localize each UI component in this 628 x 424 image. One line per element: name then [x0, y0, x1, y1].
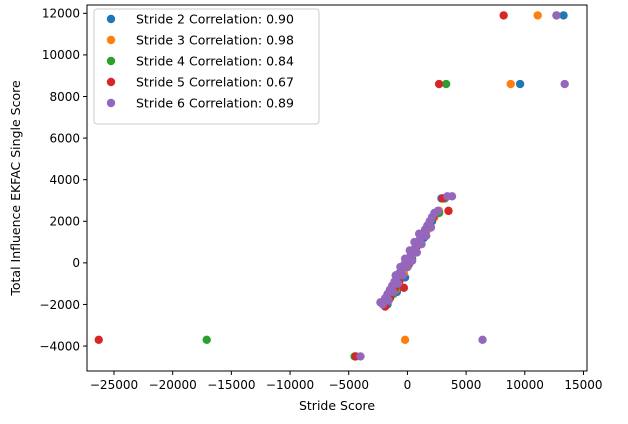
series-5-point-4: [356, 352, 365, 361]
x-tick-label: −15000: [207, 378, 255, 392]
series-1-point-2: [515, 79, 525, 89]
legend-marker-5: [106, 98, 116, 108]
series-5-point-1: [552, 11, 561, 20]
y-tick-label: 0: [72, 256, 80, 270]
series-5-point-34: [393, 279, 403, 288]
x-tick-label: −20000: [149, 378, 197, 392]
series-4-point-2: [434, 79, 444, 89]
legend-label-5: Stride 6 Correlation: 0.89: [136, 96, 294, 111]
series-3-point-2: [441, 79, 451, 89]
series-4-point-3: [94, 335, 103, 345]
series-1-point-1: [559, 11, 568, 20]
series-5-point-46: [410, 237, 419, 247]
series-5-point-38: [412, 248, 422, 257]
y-tick-label: 2000: [49, 215, 80, 229]
legend-marker-1: [106, 14, 116, 24]
legend-marker-3: [106, 56, 116, 66]
plot-area: [86, 4, 588, 372]
x-tick-label: −25000: [90, 378, 138, 392]
series-5-point-3: [478, 335, 487, 345]
series-5-point-36: [403, 262, 412, 272]
y-axis: −4000 −2000 0 2000 4000 6000 8000 10000 12000: [39, 7, 87, 353]
x-axis: −25000 −20000 −15000 −10000 −5000 0 5000 10000 1…: [90, 371, 603, 392]
series-2-point-2: [506, 79, 515, 89]
y-tick-label: 6000: [49, 131, 80, 145]
series-5-point-42: [391, 271, 400, 280]
series-3-point-3: [202, 335, 211, 345]
series-5-point-37: [407, 256, 417, 265]
series-5-point-47: [414, 229, 424, 238]
series-5-point-33: [389, 287, 398, 297]
y-tick-label: 12000: [42, 7, 80, 21]
y-tick-label: 10000: [42, 48, 80, 62]
legend-marker-2: [106, 35, 116, 45]
series-2-point-3: [400, 335, 410, 345]
series-4-point-1: [499, 11, 508, 20]
legend-label-3: Stride 4 Correlation: 0.84: [136, 54, 294, 69]
legend-box: [93, 8, 320, 125]
x-tick-label: 15000: [564, 378, 602, 392]
legend: Stride 2 Correlation: 0.90 Stride 3 Corre…: [93, 8, 320, 125]
x-tick-label: 0: [404, 378, 412, 392]
legend-marker-4: [106, 77, 116, 87]
series-4-point-14: [444, 206, 453, 216]
series-5-point-2: [560, 79, 569, 89]
y-tick-label: −2000: [39, 298, 80, 312]
series-5-point-41: [426, 223, 436, 232]
series-2-point-1: [533, 11, 542, 20]
series-4-point-7: [399, 283, 409, 293]
series-5-point-39: [417, 239, 426, 249]
series-5-point-43: [396, 262, 405, 272]
y-axis-label: Total Influence EKFAC Single Score: [8, 80, 23, 297]
x-tick-label: −5000: [328, 378, 369, 392]
y-tick-label: −4000: [39, 339, 80, 353]
plot-frame: [86, 4, 588, 372]
y-tick-label: 8000: [49, 90, 80, 104]
series-5-point-45: [405, 246, 414, 255]
x-axis-label: Stride Score: [299, 398, 375, 413]
x-tick-label: −10000: [266, 378, 314, 392]
legend-label-4: Stride 5 Correlation: 0.67: [136, 75, 294, 90]
series-5-point-31: [447, 192, 457, 201]
series-5-point-32: [384, 296, 393, 305]
series-5-point-44: [400, 254, 410, 263]
series-5-point-40: [422, 231, 431, 241]
legend-label-2: Stride 3 Correlation: 0.98: [136, 33, 294, 48]
series-5-point-29: [433, 206, 443, 216]
x-tick-label: 5000: [451, 378, 482, 392]
x-tick-label: 10000: [506, 378, 544, 392]
y-tick-label: 4000: [49, 173, 80, 187]
series-5-point-35: [398, 271, 407, 280]
legend-label-1: Stride 2 Correlation: 0.90: [136, 12, 294, 27]
